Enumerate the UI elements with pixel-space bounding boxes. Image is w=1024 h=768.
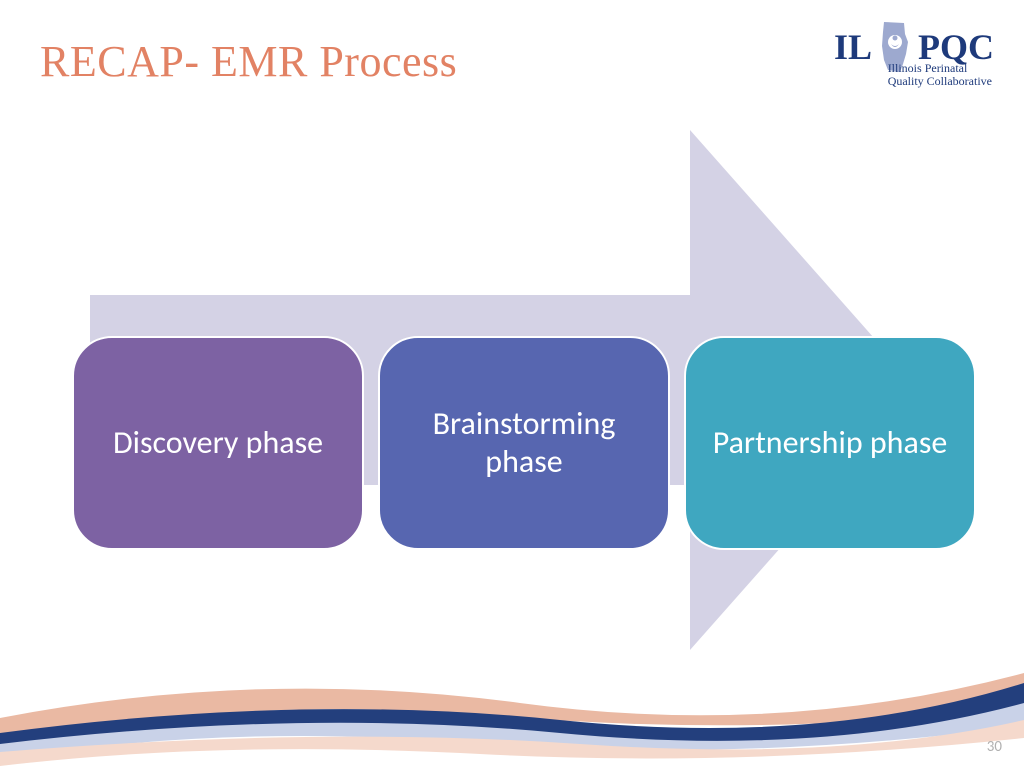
phase-label: Discovery phase: [113, 424, 323, 462]
phase-row: Discovery phase Brainstorming phase Part…: [72, 336, 976, 550]
slide: RECAP- EMR Process IL PQC Illinois Perin…: [0, 0, 1024, 768]
phase-box-brainstorming: Brainstorming phase: [378, 336, 670, 550]
phase-label: Partnership phase: [713, 424, 948, 462]
decorative-wave-icon: [0, 648, 1024, 768]
phase-label: Brainstorming phase: [400, 405, 648, 482]
logo-subtitle-line2: Quality Collaborative: [888, 75, 992, 88]
phase-box-discovery: Discovery phase: [72, 336, 364, 550]
slide-title: RECAP- EMR Process: [40, 36, 457, 87]
page-number: 30: [987, 738, 1002, 756]
phase-box-partnership: Partnership phase: [684, 336, 976, 550]
logo-text-il: IL: [834, 26, 872, 68]
logo-subtitle: Illinois Perinatal Quality Collaborative: [888, 62, 992, 88]
